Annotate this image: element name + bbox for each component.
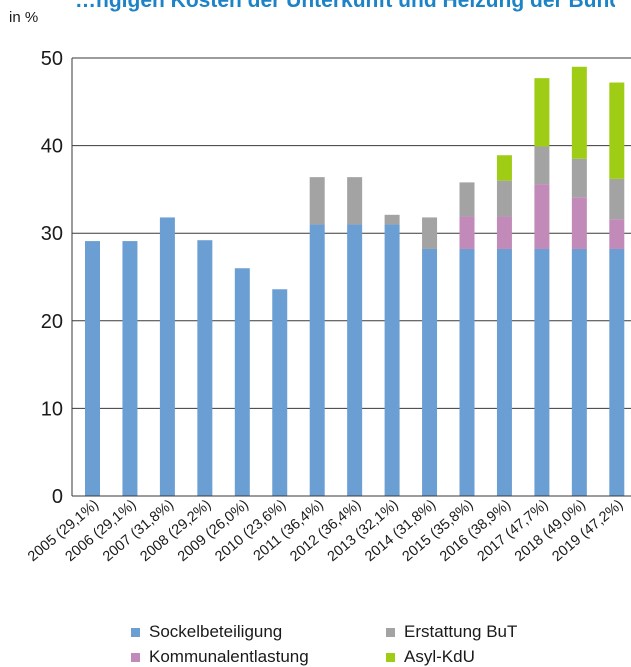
y-tick-label-30: 30 [41, 223, 63, 245]
y-tick-label-0: 0 [52, 486, 63, 508]
bar-sockelbeteiligung-8 [384, 224, 400, 496]
bar-sockelbeteiligung-14 [609, 248, 625, 496]
bar-kommunalentlastung-14 [609, 219, 625, 249]
y-tick-label-50: 50 [41, 48, 63, 70]
bar-sockelbeteiligung-5 [272, 289, 288, 496]
bar-sockelbeteiligung-7 [347, 224, 363, 496]
legend-label: Sockelbeteiligung [149, 622, 283, 641]
legend-swatch [131, 627, 140, 637]
bar-sockelbeteiligung-0 [85, 241, 100, 496]
bar-kommunalentlastung-11 [496, 216, 512, 249]
bar-erstattung-but-14 [609, 178, 625, 220]
bar-kommunalentlastung-10 [459, 216, 475, 249]
legend-item-asyl-kdu: Asyl-KdU [386, 647, 475, 667]
bar-sockelbeteiligung-13 [571, 248, 587, 496]
legend-label: Asyl-KdU [404, 647, 475, 666]
legend-item-kommunalentlastung: Kommunalentlastung [131, 647, 309, 667]
bar-sockelbeteiligung-9 [422, 248, 438, 496]
legend-item-erstattung-but: Erstattung BuT [386, 622, 517, 642]
y-tick-label-40: 40 [41, 136, 63, 158]
bar-erstattung-but-6 [309, 177, 325, 225]
y-tick-label-10: 10 [41, 398, 63, 420]
chart-title: …ngigen Kosten der Unterkunft und Heizun… [75, 0, 615, 12]
bar-erstattung-but-13 [571, 158, 587, 198]
bar-sockelbeteiligung-12 [534, 248, 550, 496]
bar-erstattung-but-12 [534, 146, 550, 185]
bar-sockelbeteiligung-10 [459, 248, 475, 496]
bar-sockelbeteiligung-3 [197, 240, 213, 496]
bar-erstattung-but-9 [422, 217, 438, 249]
bar-sockelbeteiligung-1 [122, 241, 138, 496]
bar-kommunalentlastung-13 [571, 197, 587, 249]
legend-item-sockelbeteiligung: Sockelbeteiligung [131, 622, 282, 642]
bar-sockelbeteiligung-6 [309, 224, 325, 496]
legend-label: Erstattung BuT [404, 622, 518, 641]
legend-swatch [131, 652, 140, 662]
y-axis-unit-label: in % [9, 9, 39, 26]
bar-asyl-kdu-13 [571, 66, 587, 159]
legend-swatch [386, 652, 395, 662]
bar-sockelbeteiligung-11 [496, 248, 512, 496]
bar-erstattung-but-10 [459, 182, 475, 217]
bar-erstattung-but-11 [496, 180, 512, 217]
bar-erstattung-but-8 [384, 214, 400, 225]
bar-sockelbeteiligung-4 [234, 268, 250, 496]
bar-erstattung-but-7 [347, 177, 363, 225]
bar-asyl-kdu-14 [609, 82, 625, 179]
legend-label: Kommunalentlastung [149, 647, 309, 666]
y-tick-label-20: 20 [41, 311, 63, 333]
legend-swatch [386, 627, 395, 637]
bar-asyl-kdu-11 [496, 155, 512, 181]
bar-sockelbeteiligung-2 [159, 217, 175, 496]
bar-kommunalentlastung-12 [534, 184, 550, 249]
bar-asyl-kdu-12 [534, 78, 550, 147]
